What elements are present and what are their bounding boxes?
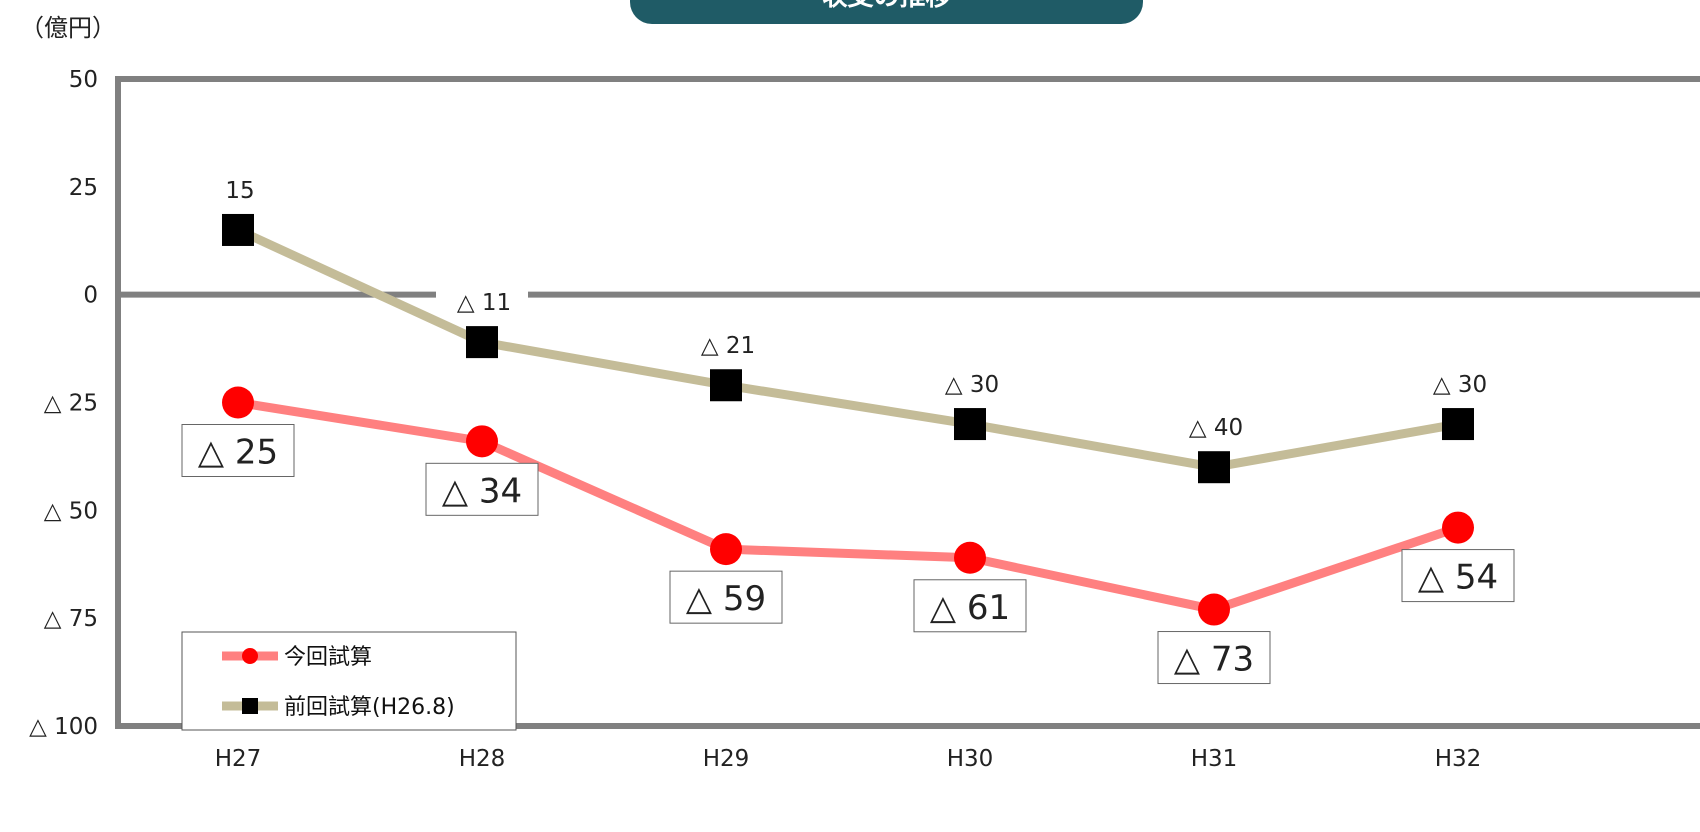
data-labels: 15 △ 11 △ 21 △ 30 △ 40 △ 30 △ 25 △ 34 △ 59 △ 61 △ … <box>181 178 1515 685</box>
data-label-box <box>1157 631 1271 685</box>
data-point-square <box>466 326 498 359</box>
legend-box <box>181 631 517 731</box>
y-axis-unit-label: （億円） <box>20 14 116 42</box>
data-label-box <box>425 462 539 516</box>
y-tick-label: 25 <box>69 175 98 201</box>
data-label: △ 59 <box>686 579 766 619</box>
data-label: △ 25 <box>198 433 278 473</box>
data-point-circle <box>954 541 986 574</box>
x-tick-label: H32 <box>1435 746 1482 772</box>
series-line <box>237 398 1460 615</box>
data-point-square <box>222 213 254 246</box>
y-tick-label: 50 <box>69 67 98 93</box>
data-label: △ 30 <box>1433 372 1487 398</box>
data-label: 15 <box>225 178 254 204</box>
y-tick-label: △ 50 <box>44 498 98 524</box>
y-tick-label: △ 75 <box>44 606 98 632</box>
y-tick-label: △ 25 <box>44 391 98 417</box>
series-lines <box>222 213 1474 626</box>
data-point-square <box>710 369 742 402</box>
data-label: △ 54 <box>1418 558 1498 598</box>
legend-marker-circle <box>242 648 258 664</box>
y-tick-label: 0 <box>83 283 98 309</box>
legend-marker-square <box>242 698 258 714</box>
series-line <box>236 225 1459 472</box>
data-label: △ 40 <box>1189 415 1243 441</box>
data-label-box <box>669 570 783 624</box>
data-point-square <box>1442 408 1474 441</box>
data-point-circle <box>466 425 498 458</box>
data-label: △ 73 <box>1174 640 1254 680</box>
data-label: △ 21 <box>701 333 755 359</box>
data-label: △ 30 <box>945 372 999 398</box>
legend-label: 今回試算 <box>284 645 372 670</box>
data-label-box <box>181 424 295 477</box>
data-label-bg <box>436 278 528 309</box>
data-label-box <box>1401 549 1515 603</box>
data-label: △ 11 <box>457 290 511 316</box>
legend-label: 前回試算(H26.8) <box>284 695 455 720</box>
data-point-circle <box>222 386 254 419</box>
x-tick-label: H31 <box>1191 746 1238 772</box>
x-tick-label: H28 <box>459 746 506 772</box>
axes <box>115 76 1700 729</box>
data-label: △ 61 <box>930 588 1010 628</box>
data-point-circle <box>710 533 742 566</box>
x-tick-label: H29 <box>703 746 750 772</box>
x-tick-label: H30 <box>947 746 994 772</box>
data-point-square <box>954 408 986 441</box>
data-label-box <box>913 579 1027 633</box>
y-axis-ticks: 50 25 0 △ 25 △ 50 △ 75 △ 100 <box>29 67 98 740</box>
data-point-circle <box>1442 511 1474 544</box>
x-axis-ticks: H27 H28 H29 H30 H31 H32 <box>215 746 1482 772</box>
chart-title: 収支の推移 <box>630 0 1143 24</box>
x-tick-label: H27 <box>215 746 262 772</box>
data-point-square <box>1198 451 1230 484</box>
data-label: △ 34 <box>442 471 522 511</box>
y-tick-label: △ 100 <box>29 714 98 740</box>
data-point-circle <box>1198 593 1230 626</box>
